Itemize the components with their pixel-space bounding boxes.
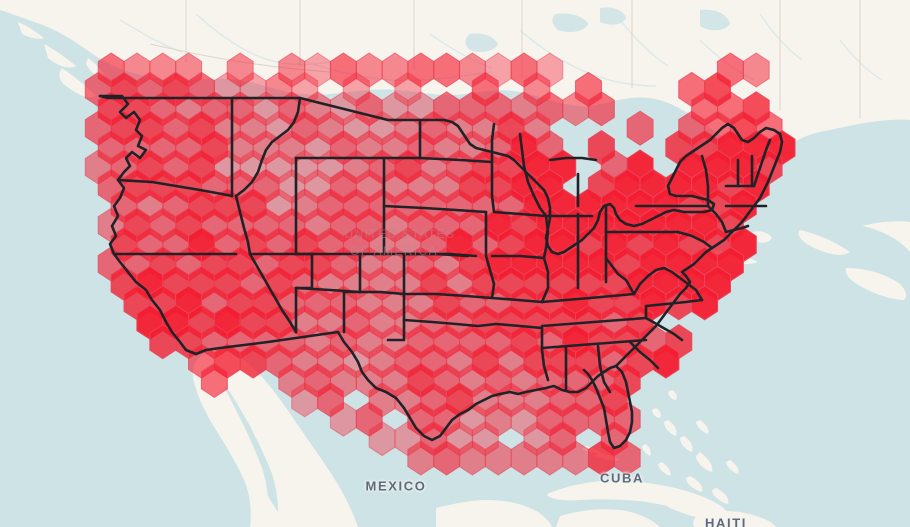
hex-bin[interactable] <box>433 52 461 88</box>
hex-bin[interactable] <box>226 52 254 88</box>
hex-bin[interactable] <box>613 440 641 476</box>
hex-bin[interactable] <box>742 52 770 88</box>
hex-bin[interactable] <box>626 110 654 146</box>
